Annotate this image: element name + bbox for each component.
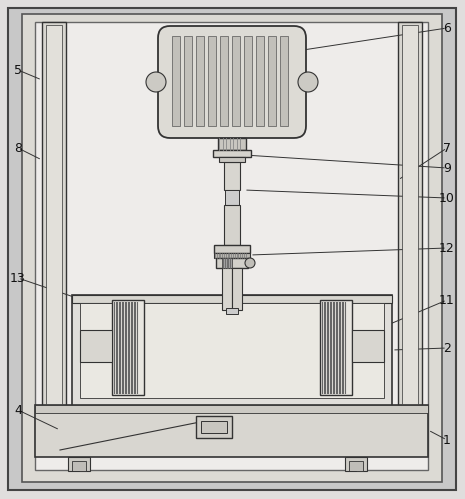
Bar (218, 138, 246, 150)
Text: 5: 5 (14, 63, 22, 76)
Bar (35, 405, 428, 413)
Circle shape (298, 72, 318, 92)
Text: 8: 8 (14, 142, 22, 155)
Text: 7: 7 (443, 142, 451, 155)
Text: 2: 2 (443, 341, 451, 354)
Text: 6: 6 (443, 21, 451, 34)
Bar (225, 190, 239, 205)
Bar (184, 36, 192, 126)
Bar (349, 461, 363, 471)
Bar (72, 295, 392, 303)
Bar (80, 330, 112, 362)
Bar (196, 416, 232, 438)
Text: 4: 4 (14, 404, 22, 417)
Bar (35, 22, 428, 470)
Bar (213, 150, 251, 157)
Bar (219, 157, 245, 162)
Bar (216, 258, 248, 268)
Bar (80, 303, 384, 398)
FancyBboxPatch shape (158, 26, 306, 138)
Bar (72, 461, 86, 471)
Bar (268, 36, 276, 126)
Text: 12: 12 (439, 242, 455, 254)
Bar (398, 22, 422, 407)
Bar (224, 162, 240, 190)
Bar (244, 36, 252, 126)
Text: 1: 1 (443, 434, 451, 447)
Bar (35, 405, 428, 457)
Bar (232, 268, 242, 310)
Bar (345, 457, 367, 471)
Bar (256, 36, 264, 126)
Text: 11: 11 (439, 293, 455, 306)
Circle shape (245, 258, 255, 268)
Bar (352, 330, 384, 362)
Bar (402, 25, 418, 404)
Bar (214, 245, 250, 253)
Bar (172, 36, 180, 126)
Text: 9: 9 (443, 162, 451, 175)
Bar (68, 457, 90, 471)
Bar (222, 268, 232, 310)
Bar (320, 300, 352, 395)
Bar (232, 36, 240, 126)
Text: 13: 13 (10, 271, 26, 284)
Text: 10: 10 (439, 192, 455, 205)
Bar (196, 36, 204, 126)
Bar (220, 36, 228, 126)
Bar (112, 300, 144, 395)
Bar (208, 36, 216, 126)
Bar (201, 421, 227, 433)
Bar (224, 205, 240, 245)
Bar (214, 253, 250, 258)
Bar (46, 25, 62, 404)
Bar (226, 308, 238, 314)
Bar (72, 295, 392, 405)
Circle shape (146, 72, 166, 92)
Bar (42, 22, 66, 407)
Bar (280, 36, 288, 126)
Bar (222, 258, 232, 268)
